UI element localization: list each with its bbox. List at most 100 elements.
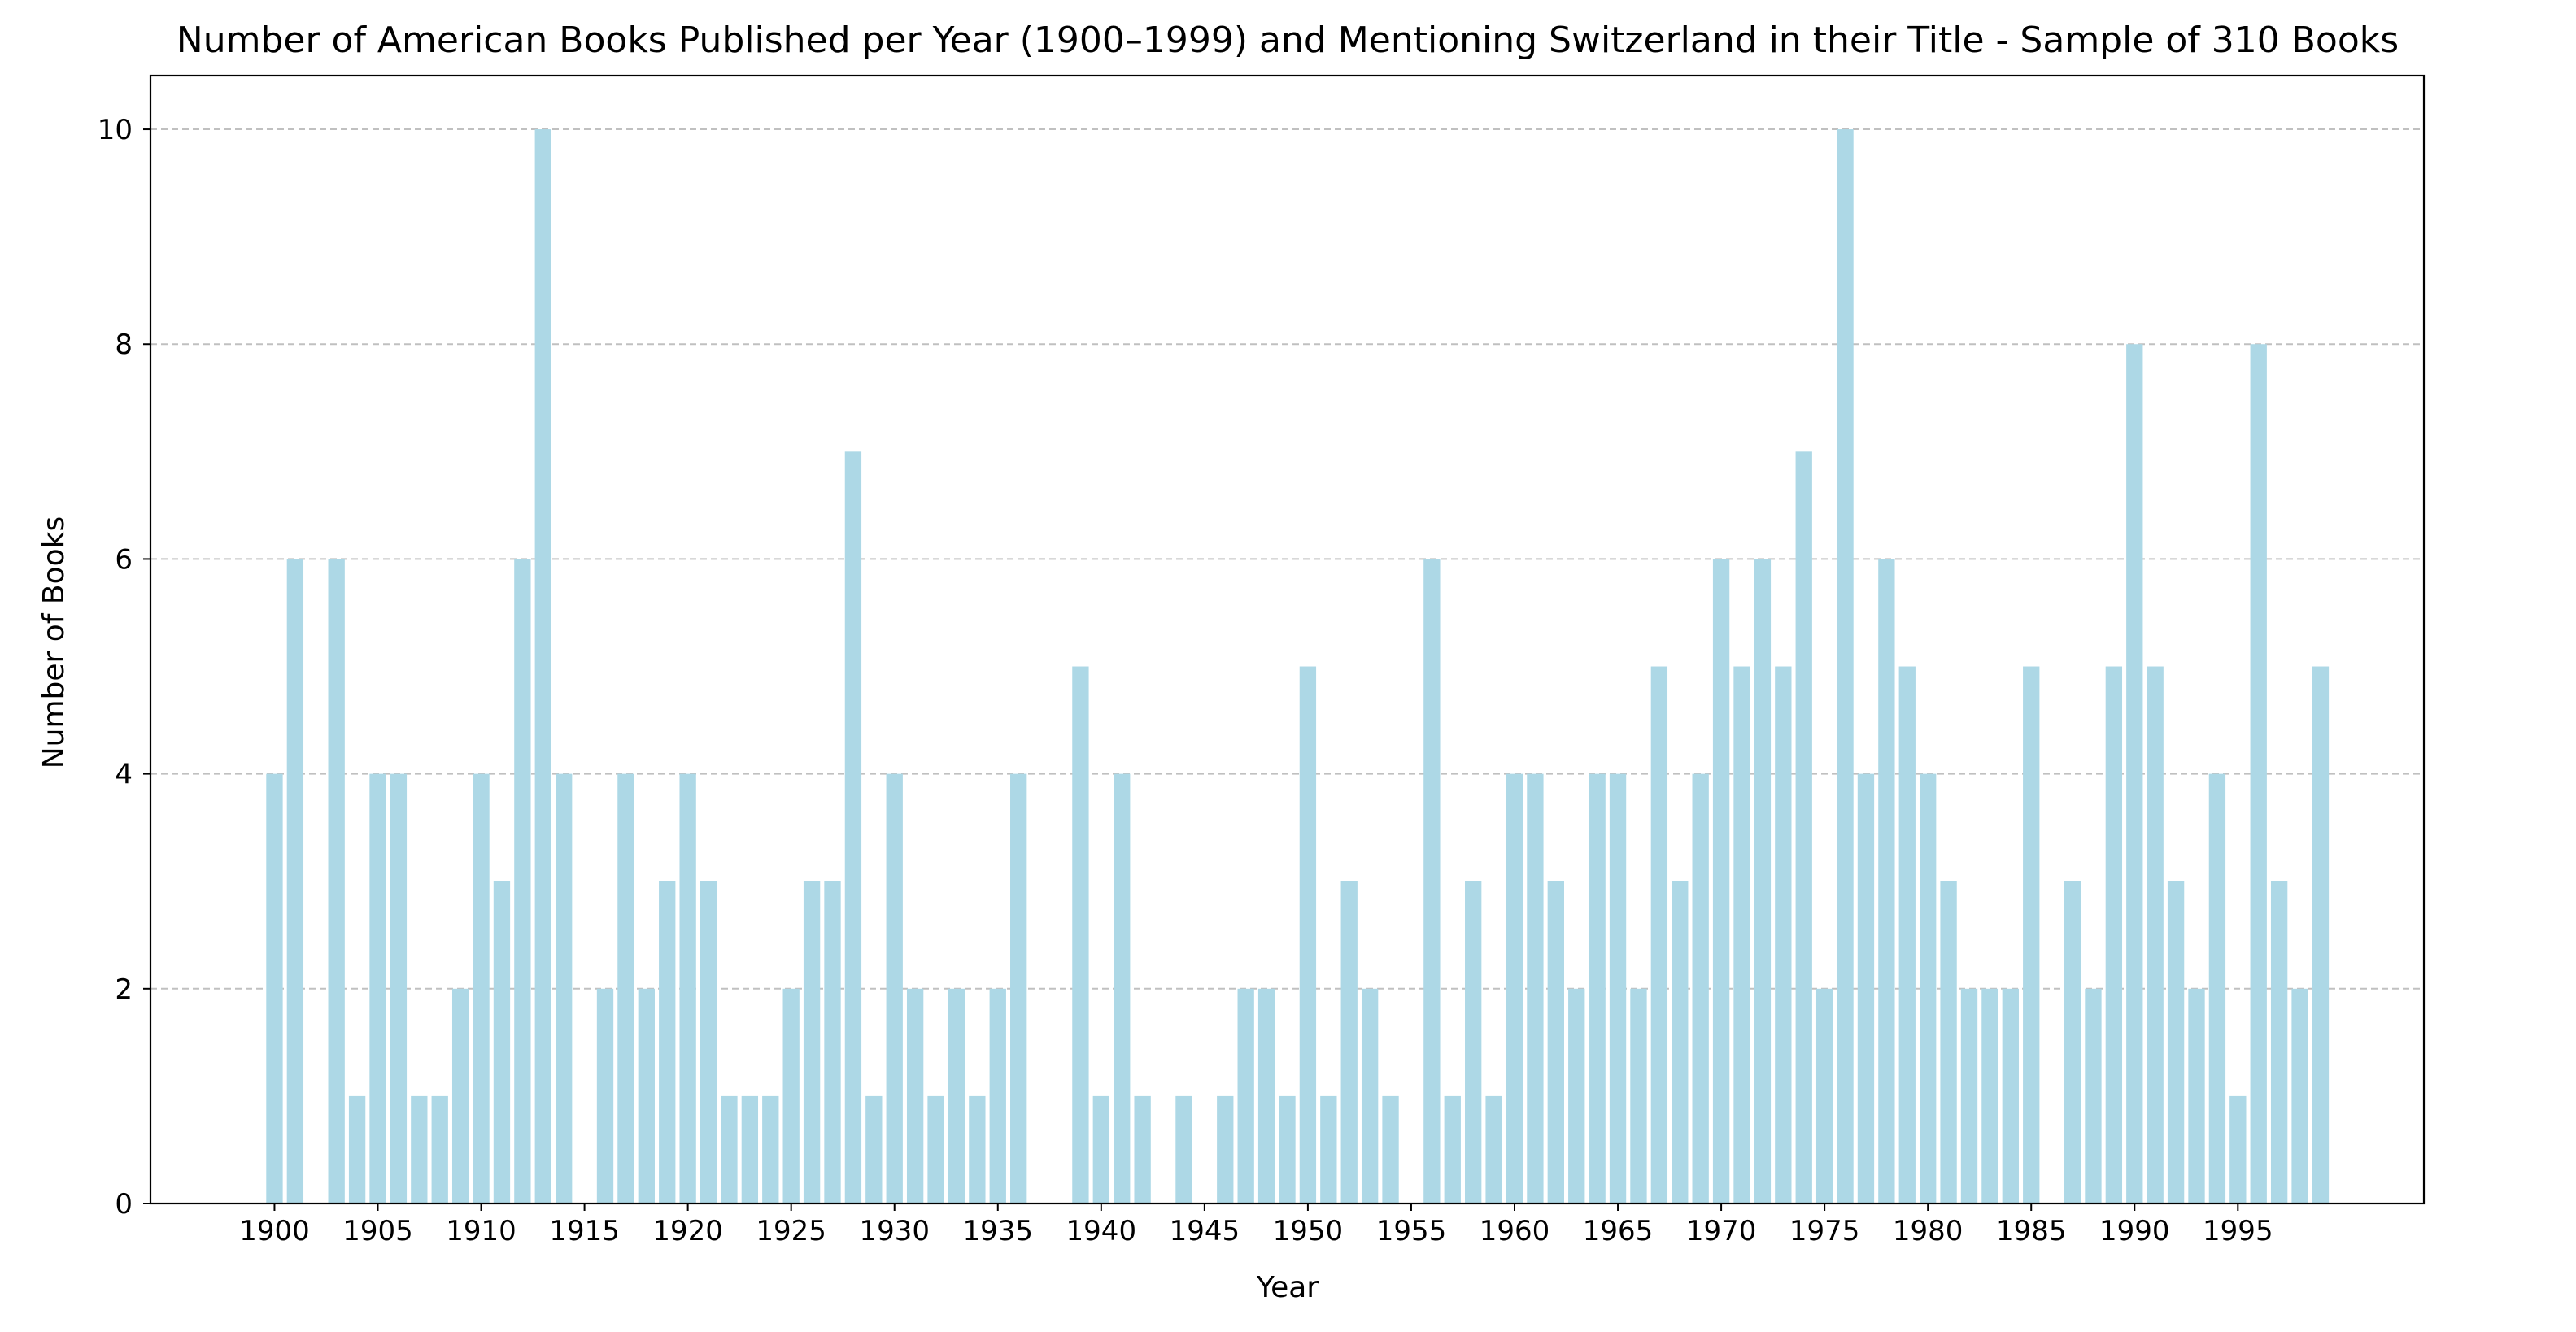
bar-1962 (1547, 881, 1564, 1204)
chart-title: Number of American Books Published per Y… (177, 20, 2399, 61)
bar-1963 (1568, 988, 1585, 1204)
bar-1975 (1815, 988, 1833, 1204)
bar-1961 (1527, 773, 1544, 1204)
x-tick-label-1970: 1970 (1686, 1215, 1757, 1247)
bar-1946 (1217, 1095, 1234, 1204)
bar-1940 (1092, 1095, 1109, 1204)
bar-1917 (617, 773, 634, 1204)
bar-1918 (638, 988, 655, 1204)
bar-1910 (473, 773, 490, 1204)
x-tick-label-1950: 1950 (1273, 1215, 1344, 1247)
bar-1909 (451, 988, 469, 1204)
bar-1930 (886, 773, 903, 1204)
bar-1959 (1485, 1095, 1502, 1204)
bar-1950 (1299, 666, 1317, 1204)
bar-1956 (1423, 559, 1441, 1204)
bar-1948 (1257, 988, 1275, 1204)
y-tick-label-0: 0 (115, 1188, 133, 1221)
bar-1971 (1733, 666, 1750, 1204)
y-tick-label-6: 6 (115, 543, 133, 576)
bar-1983 (1981, 988, 1998, 1204)
y-axis-ticks: 0 2 4 6 8 10 (98, 114, 150, 1221)
bar-1952 (1340, 881, 1358, 1204)
bar-1914 (556, 773, 573, 1204)
bar-1925 (782, 988, 800, 1204)
x-tick-label-1920: 1920 (652, 1215, 723, 1247)
bar-1993 (2188, 988, 2205, 1204)
bar-1965 (1609, 773, 1627, 1204)
bar-1977 (1857, 773, 1875, 1204)
x-axis-ticks: 1900 1905 1910 1915 1920 1925 1930 1935 1940 1945… (239, 1204, 2273, 1247)
x-tick-label-1930: 1930 (859, 1215, 930, 1247)
plot-frame (149, 74, 2426, 1205)
bar-1942 (1134, 1095, 1151, 1204)
bar-1916 (596, 988, 614, 1204)
bar-1919 (659, 881, 676, 1204)
bar-1981 (1940, 881, 1957, 1204)
bar-1931 (906, 988, 924, 1204)
bar-1996 (2250, 344, 2267, 1204)
bar-1901 (286, 559, 304, 1204)
bar-1980 (1920, 773, 1937, 1204)
bar-1947 (1237, 988, 1254, 1204)
bar-1957 (1444, 1095, 1461, 1204)
x-tick-label-1960: 1960 (1480, 1215, 1550, 1247)
bar-1994 (2208, 773, 2226, 1204)
bar-1968 (1672, 881, 1689, 1204)
bar-1939 (1072, 666, 1089, 1204)
bar-1967 (1650, 666, 1668, 1204)
grid-lines (150, 128, 2424, 990)
bar-1923 (741, 1095, 759, 1204)
y-tick-label-4: 4 (115, 759, 133, 791)
bar-1979 (1898, 666, 1916, 1204)
bar-1964 (1589, 773, 1606, 1204)
bar-1995 (2229, 1095, 2247, 1204)
x-tick-label-1910: 1910 (446, 1215, 517, 1247)
bar-1984 (2002, 988, 2019, 1204)
y-tick-label-8: 8 (115, 329, 133, 361)
bar-1960 (1506, 773, 1523, 1204)
bar-1921 (700, 881, 717, 1204)
bar-1976 (1837, 129, 1854, 1204)
bar-1982 (1960, 988, 1978, 1204)
bar-1905 (369, 773, 386, 1204)
bar-1935 (989, 988, 1006, 1204)
bar-1911 (493, 881, 511, 1204)
x-tick-label-1925: 1925 (756, 1215, 826, 1247)
x-tick-label-1985: 1985 (1996, 1215, 2067, 1247)
bar-1997 (2270, 881, 2288, 1204)
bar-1944 (1175, 1095, 1192, 1204)
bar-1922 (721, 1095, 738, 1204)
bar-1908 (431, 1095, 448, 1204)
bar-1936 (1010, 773, 1027, 1204)
bar-1958 (1465, 881, 1482, 1204)
bar-1913 (534, 129, 551, 1204)
bars (266, 129, 2330, 1204)
bar-1933 (948, 988, 965, 1204)
x-tick-label-1945: 1945 (1170, 1215, 1240, 1247)
bar-1900 (266, 773, 283, 1204)
x-tick-label-1905: 1905 (342, 1215, 413, 1247)
bar-1990 (2126, 344, 2143, 1204)
bar-1978 (1878, 559, 1895, 1204)
x-tick-label-1980: 1980 (1893, 1215, 1964, 1247)
bar-1998 (2291, 988, 2308, 1204)
x-tick-label-1915: 1915 (549, 1215, 620, 1247)
bar-1972 (1754, 559, 1772, 1204)
bar-1912 (514, 559, 531, 1204)
bar-1988 (2085, 988, 2102, 1204)
bar-1924 (762, 1095, 779, 1204)
bar-1907 (411, 1095, 428, 1204)
bar-1966 (1630, 988, 1647, 1204)
bar-1920 (679, 773, 696, 1204)
x-tick-label-1975: 1975 (1789, 1215, 1860, 1247)
x-tick-label-1935: 1935 (963, 1215, 1034, 1247)
y-axis-label: Number of Books (37, 516, 71, 769)
bar-1904 (348, 1095, 366, 1204)
bar-1970 (1712, 559, 1730, 1204)
bar-1989 (2105, 666, 2123, 1204)
bar-1953 (1361, 988, 1379, 1204)
bar-1928 (844, 451, 862, 1204)
bar-1927 (824, 881, 841, 1204)
